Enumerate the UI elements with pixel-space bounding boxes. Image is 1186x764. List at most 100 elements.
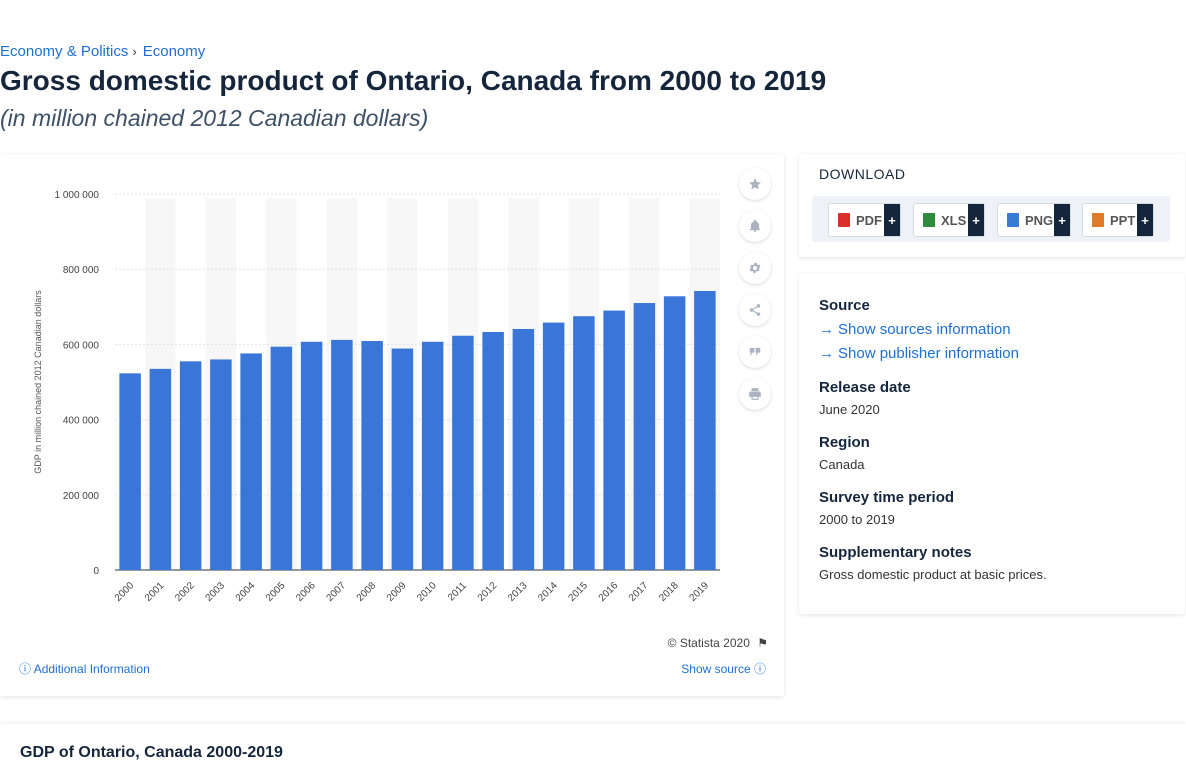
download-pdf-button[interactable]: PDF + [828, 203, 901, 237]
download-png-label: PNG [1025, 212, 1054, 228]
x-tick-label: 2019 [687, 580, 711, 604]
download-buttons: PDF + XLS + PNG + PPT + [812, 196, 1170, 242]
x-tick-label: 2013 [506, 580, 530, 604]
breadcrumb: Economy & Politics › Economy [0, 43, 205, 60]
plus-icon: + [884, 204, 900, 236]
share-icon [749, 304, 761, 316]
download-pdf-label: PDF [856, 212, 882, 228]
supplementary-notes-value: Gross domestic product at basic prices. [819, 567, 1047, 582]
bar-2002[interactable] [179, 361, 202, 570]
breadcrumb-item-economy-politics[interactable]: Economy & Politics [0, 43, 129, 60]
x-tick-label: 2014 [536, 580, 560, 604]
pdf-file-icon [838, 213, 850, 227]
x-tick-label: 2015 [566, 580, 590, 604]
arrow-right-icon: → [819, 321, 834, 338]
cite-button[interactable] [739, 336, 771, 368]
x-tick-label: 2010 [415, 580, 439, 604]
print-button[interactable] [739, 378, 771, 410]
show-sources-link[interactable]: → Show sources information [819, 321, 1011, 338]
share-button[interactable] [739, 294, 771, 326]
bar-2018[interactable] [663, 296, 686, 570]
bar-2013[interactable] [512, 328, 535, 570]
bar-2003[interactable] [210, 359, 232, 570]
bar-2005[interactable] [270, 346, 293, 570]
x-tick-label: 2006 [294, 580, 318, 604]
flag-icon[interactable]: ⚑ [757, 636, 768, 650]
x-tick-label: 2011 [446, 580, 469, 603]
copyright-notice: © Statista 2020 ⚑ [668, 636, 768, 650]
y-tick-label: 600 000 [63, 340, 100, 351]
bell-icon [749, 219, 761, 232]
bar-2014[interactable] [542, 322, 565, 570]
bar-2019[interactable] [694, 291, 716, 570]
region-heading: Region [819, 434, 870, 451]
additional-information-label: Additional Information [33, 662, 150, 676]
bar-2017[interactable] [633, 303, 656, 570]
bar-2000[interactable] [119, 373, 141, 570]
region-value: Canada [819, 457, 865, 472]
source-heading: Source [819, 297, 870, 314]
x-tick-label: 2005 [264, 580, 288, 604]
chart-card: 0 200 000 400 000 600 000 800 000 1 000 000 20… [0, 154, 784, 696]
bar-2006[interactable] [300, 341, 323, 570]
bar-2009[interactable] [391, 348, 414, 570]
settings-button[interactable] [739, 252, 771, 284]
y-tick-label: 0 [93, 566, 99, 577]
info-icon: ⓘ [19, 662, 32, 676]
y-tick-label: 400 000 [63, 416, 100, 427]
gear-icon [749, 262, 761, 274]
download-ppt-button[interactable]: PPT + [1082, 203, 1154, 237]
y-axis-title: GDP in million chained 2012 Canadian dol… [33, 290, 43, 474]
x-tick-label: 2009 [385, 580, 409, 604]
breadcrumb-item-economy[interactable]: Economy [142, 43, 206, 60]
additional-information-link[interactable]: ⓘ Additional Information [19, 660, 150, 677]
star-icon [749, 178, 761, 190]
bar-2011[interactable] [452, 335, 474, 570]
download-ppt-label: PPT [1110, 212, 1136, 228]
bar-2010[interactable] [421, 341, 444, 570]
bar-2008[interactable] [361, 341, 383, 570]
favorite-button[interactable] [739, 168, 771, 200]
show-publisher-label: Show publisher information [838, 345, 1019, 362]
related-section: GDP of Ontario, Canada 2000-2019 [0, 724, 1186, 764]
info-icon: ⓘ [753, 662, 766, 676]
show-source-link[interactable]: Show source ⓘ [681, 660, 766, 677]
bar-2016[interactable] [603, 310, 625, 570]
download-xls-label: XLS [941, 212, 967, 228]
y-tick-label: 200 000 [63, 491, 100, 502]
png-file-icon [1007, 213, 1019, 227]
bar-2012[interactable] [482, 331, 504, 570]
supplementary-notes-heading: Supplementary notes [819, 544, 972, 561]
survey-period-heading: Survey time period [819, 489, 955, 506]
arrow-right-icon: → [819, 345, 834, 362]
x-tick-label: 2012 [476, 580, 500, 604]
page-title: Gross domestic product of Ontario, Canad… [0, 65, 827, 96]
y-tick-label: 800 000 [63, 265, 100, 276]
x-tick-label: 2008 [355, 580, 379, 604]
release-date-heading: Release date [819, 379, 911, 396]
download-png-button[interactable]: PNG + [997, 203, 1071, 237]
notification-button[interactable] [739, 210, 771, 242]
quote-icon [749, 347, 761, 356]
x-tick-label: 2007 [324, 580, 348, 604]
chart-toolbar [739, 168, 771, 420]
x-tick-label: 2004 [234, 580, 258, 604]
show-source-label: Show source [681, 662, 751, 676]
plus-icon: + [1054, 204, 1070, 236]
x-tick-label: 2001 [143, 580, 167, 604]
bar-2015[interactable] [573, 316, 595, 570]
x-tick-label: 2017 [627, 580, 651, 604]
download-panel: DOWNLOAD PDF + XLS + PNG + PPT + [799, 154, 1185, 257]
bar-2001[interactable] [149, 368, 172, 570]
bar-chart: 0 200 000 400 000 600 000 800 000 1 000 000 20… [33, 190, 720, 604]
bar-2004[interactable] [240, 353, 262, 570]
release-date-value: June 2020 [819, 402, 880, 417]
download-xls-button[interactable]: XLS + [913, 203, 985, 237]
survey-period-value: 2000 to 2019 [819, 512, 895, 527]
show-publisher-link[interactable]: → Show publisher information [819, 345, 1019, 362]
page-subtitle: (in million chained 2012 Canadian dollar… [0, 105, 429, 131]
copyright-text: © Statista 2020 [667, 636, 750, 650]
bar-2007[interactable] [331, 339, 353, 570]
download-title: DOWNLOAD [819, 166, 906, 182]
breadcrumb-separator: › [132, 44, 137, 59]
